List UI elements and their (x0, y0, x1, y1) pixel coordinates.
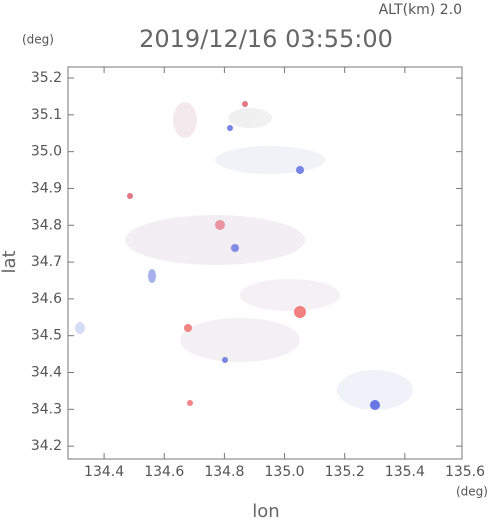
y-tick-label: 34.9 (31, 180, 62, 196)
y-tick-label: 35.1 (31, 107, 62, 123)
plot-frame (67, 66, 463, 460)
y-tick-label: 34.6 (31, 291, 62, 307)
y-tick-label: 34.8 (31, 217, 62, 233)
x-tick-label: 134.8 (204, 464, 244, 480)
y-tick-label: 34.3 (31, 401, 62, 417)
echo (242, 101, 248, 107)
echo (125, 215, 305, 265)
x-unit: (deg) (456, 485, 488, 499)
echo (228, 108, 272, 128)
y-unit: (deg) (22, 33, 54, 47)
echo (231, 244, 239, 252)
y-axis-label: lat (0, 250, 20, 273)
echo (187, 400, 193, 406)
x-tick-label: 135.6 (445, 464, 485, 480)
echo (148, 269, 156, 283)
echo (337, 370, 413, 410)
echo (180, 318, 300, 362)
radar-echoes (75, 101, 413, 410)
y-tick-label: 34.2 (31, 438, 62, 454)
chart-title: 2019/12/16 03:55:00 (139, 25, 393, 53)
echo (222, 357, 228, 363)
echo (294, 306, 306, 318)
y-tick-label: 35.0 (31, 144, 62, 160)
x-tick-label: 135.0 (265, 464, 305, 480)
echo (370, 400, 380, 410)
y-tick-label: 34.5 (31, 328, 62, 344)
x-axis-label: lon (252, 501, 279, 521)
echo (296, 166, 304, 174)
x-tick-label: 134.4 (84, 464, 124, 480)
subtitle: ALT(km) 2.0 (379, 2, 462, 18)
x-tick-label: 135.2 (325, 464, 365, 480)
echo (215, 146, 325, 174)
x-tick-label: 134.6 (144, 464, 184, 480)
echo (75, 322, 85, 334)
echo (127, 193, 133, 199)
y-tick-label: 34.7 (31, 254, 62, 270)
echo (227, 125, 233, 131)
echo (173, 102, 197, 138)
x-tick-label: 135.4 (385, 464, 425, 480)
echo (215, 220, 225, 230)
echo (184, 324, 192, 332)
y-tick-label: 35.2 (31, 70, 62, 86)
y-tick-label: 34.4 (31, 365, 62, 381)
echo (240, 279, 340, 311)
